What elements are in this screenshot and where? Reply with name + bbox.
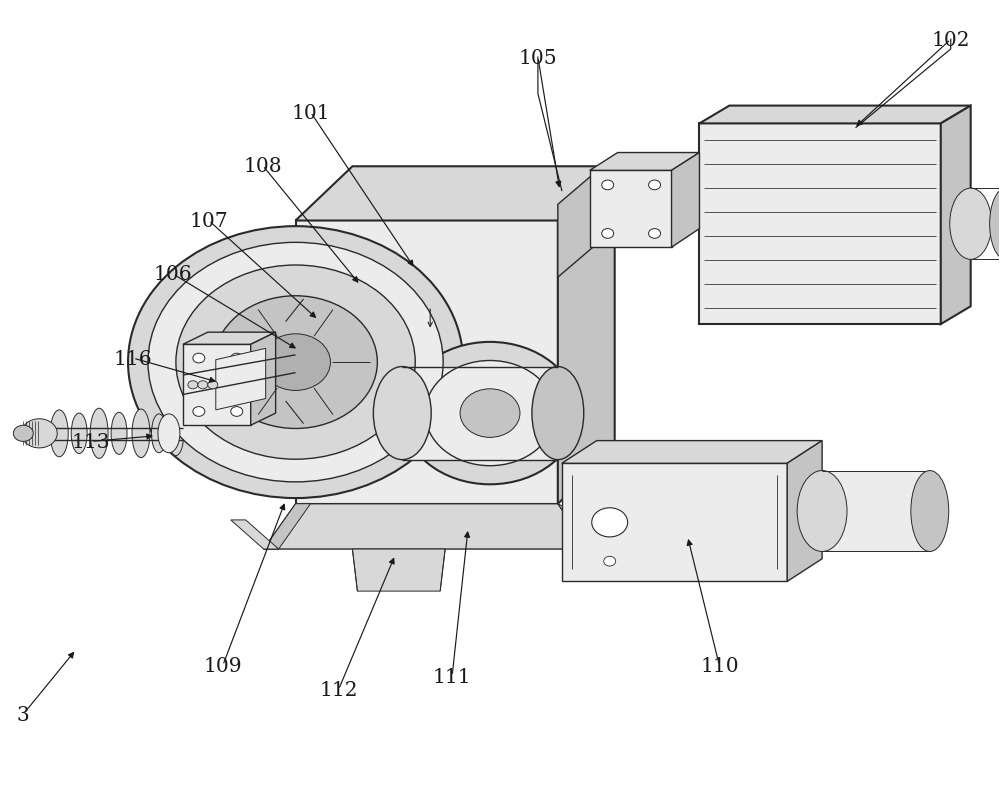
Circle shape xyxy=(193,407,205,417)
Polygon shape xyxy=(558,504,590,549)
Polygon shape xyxy=(558,167,615,504)
Polygon shape xyxy=(672,153,699,248)
Text: 3: 3 xyxy=(17,705,30,723)
Ellipse shape xyxy=(158,414,180,453)
Polygon shape xyxy=(264,504,311,549)
Circle shape xyxy=(13,426,33,442)
Circle shape xyxy=(231,354,243,363)
Ellipse shape xyxy=(90,409,108,459)
Circle shape xyxy=(425,361,555,466)
Polygon shape xyxy=(787,441,822,581)
Circle shape xyxy=(604,556,616,566)
Circle shape xyxy=(649,230,661,239)
Text: 107: 107 xyxy=(189,212,228,230)
Polygon shape xyxy=(183,333,276,345)
Polygon shape xyxy=(216,349,266,410)
Circle shape xyxy=(148,243,443,483)
Ellipse shape xyxy=(911,471,949,551)
Polygon shape xyxy=(562,464,787,581)
Ellipse shape xyxy=(373,367,431,460)
Polygon shape xyxy=(699,124,941,324)
Ellipse shape xyxy=(950,189,992,260)
Text: 110: 110 xyxy=(700,656,739,676)
Circle shape xyxy=(402,342,578,485)
Polygon shape xyxy=(562,441,822,464)
Polygon shape xyxy=(590,171,672,248)
Circle shape xyxy=(208,381,218,389)
Text: 101: 101 xyxy=(291,104,330,122)
Polygon shape xyxy=(231,521,279,549)
Circle shape xyxy=(261,334,330,391)
Ellipse shape xyxy=(50,410,68,457)
Ellipse shape xyxy=(797,471,847,551)
Circle shape xyxy=(649,181,661,191)
Polygon shape xyxy=(296,167,615,221)
Text: 105: 105 xyxy=(519,49,557,67)
Ellipse shape xyxy=(990,189,1000,260)
Ellipse shape xyxy=(151,414,166,453)
Polygon shape xyxy=(558,157,615,278)
Polygon shape xyxy=(590,153,699,171)
Polygon shape xyxy=(699,106,971,124)
Text: 106: 106 xyxy=(154,265,192,284)
Circle shape xyxy=(214,296,377,429)
Text: 102: 102 xyxy=(931,31,970,49)
Text: 112: 112 xyxy=(319,680,358,699)
Polygon shape xyxy=(822,471,930,551)
Text: 116: 116 xyxy=(114,349,152,368)
Text: 111: 111 xyxy=(433,667,471,686)
Ellipse shape xyxy=(111,413,127,455)
Polygon shape xyxy=(402,367,558,460)
Circle shape xyxy=(176,266,415,460)
Circle shape xyxy=(188,381,198,389)
Polygon shape xyxy=(251,333,276,426)
Circle shape xyxy=(592,508,628,537)
Ellipse shape xyxy=(132,410,150,458)
Circle shape xyxy=(193,354,205,363)
Text: 113: 113 xyxy=(72,432,110,452)
Polygon shape xyxy=(352,549,445,591)
Ellipse shape xyxy=(532,367,584,460)
Circle shape xyxy=(602,181,614,191)
Text: 108: 108 xyxy=(243,157,282,176)
Polygon shape xyxy=(296,221,558,504)
Circle shape xyxy=(128,227,463,499)
Circle shape xyxy=(198,381,208,389)
Polygon shape xyxy=(183,345,251,426)
Circle shape xyxy=(460,389,520,438)
Ellipse shape xyxy=(71,414,87,454)
Circle shape xyxy=(602,230,614,239)
Polygon shape xyxy=(264,504,590,549)
Circle shape xyxy=(21,419,57,448)
Text: 109: 109 xyxy=(203,656,242,676)
Circle shape xyxy=(231,407,243,417)
Ellipse shape xyxy=(168,411,184,456)
Polygon shape xyxy=(941,106,971,324)
